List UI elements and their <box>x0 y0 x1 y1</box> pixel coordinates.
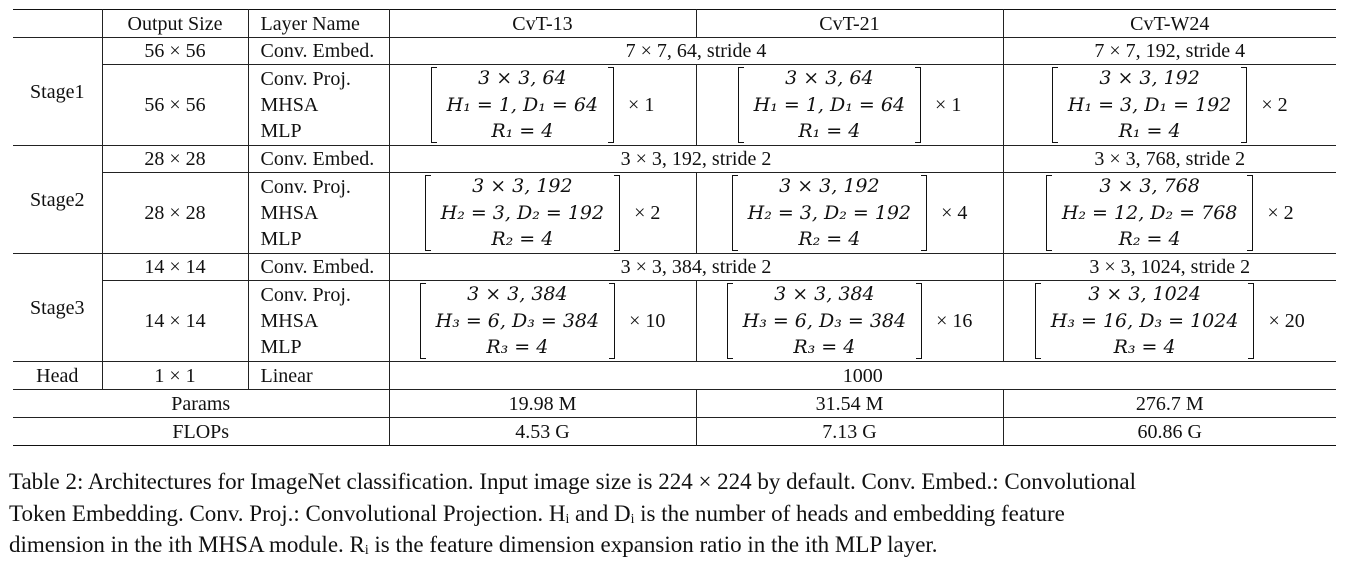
header-row: Output Size Layer Name CvT-13 CvT-21 CvT… <box>13 9 1336 38</box>
caption-line-3: dimension in the ith MHSA module. Rᵢ is … <box>9 532 938 557</box>
layer-name-mlp: MLP <box>260 228 302 250</box>
stage3-embed-layer: Conv. Embed. <box>247 253 389 281</box>
block-matrix: 3 × 3, 384 H₃ = 6, D₃ = 384 R₃ = 4 <box>726 281 923 361</box>
caption-line-1: Table 2: Architectures for ImageNet clas… <box>9 469 1137 494</box>
block-matrix: 3 × 3, 192 H₂ = 3, D₂ = 192 R₂ = 4 <box>731 173 928 253</box>
stage2-embed-w24: 3 × 3, 768, stride 2 <box>1002 145 1336 173</box>
stage1-block-size: 56 × 56 <box>101 64 248 146</box>
params-cvt21: 31.54 M <box>695 389 1003 418</box>
block-repeat: × 1 <box>935 94 962 116</box>
stage2-cvt13-block: 3 × 3, 192 H₂ = 3, D₂ = 192 R₂ = 4 × 2 <box>388 172 696 254</box>
block-matrix: 3 × 3, 64 H₁ = 1, D₁ = 64 R₁ = 4 <box>430 65 615 145</box>
block-matrix: 3 × 3, 192 H₁ = 3, D₁ = 192 R₁ = 4 <box>1051 65 1248 145</box>
stage3-label: Stage3 <box>30 296 85 319</box>
stage1-embed-size: 56 × 56 <box>101 37 248 65</box>
block-matrix: 3 × 3, 64 H₁ = 1, D₁ = 64 R₁ = 4 <box>737 65 922 145</box>
stage2-label: Stage2 <box>30 188 85 211</box>
stage2-cvtw24-block: 3 × 3, 768 H₂ = 12, D₂ = 768 R₂ = 4 × 2 <box>1002 172 1336 254</box>
stage1-embed-w24: 7 × 7, 192, stride 4 <box>1002 37 1336 65</box>
layer-name-conv-proj: Conv. Proj. <box>260 68 351 90</box>
header-cell-blank <box>13 10 102 38</box>
block-matrix: 3 × 3, 192 H₂ = 3, D₂ = 192 R₂ = 4 <box>424 173 621 253</box>
stage1-cvt21-block: 3 × 3, 64 H₁ = 1, D₁ = 64 R₁ = 4 × 1 <box>695 64 1003 146</box>
header-layer-name: Layer Name <box>247 9 389 38</box>
header-output-size: Output Size <box>101 9 248 38</box>
layer-name-conv-proj: Conv. Proj. <box>260 284 351 306</box>
caption-line-2: Token Embedding. Conv. Proj.: Convolutio… <box>9 500 1065 526</box>
header-cvt13: CvT-13 <box>388 9 696 38</box>
flops-cvt13: 4.53 G <box>388 417 696 446</box>
stage3-block-size: 14 × 14 <box>101 280 248 362</box>
stage3-embed-size: 14 × 14 <box>101 253 248 281</box>
stage2-cvt21-block: 3 × 3, 192 H₂ = 3, D₂ = 192 R₂ = 4 × 4 <box>695 172 1003 254</box>
head-row: Head 1 × 1 Linear 1000 <box>13 361 1336 390</box>
head-label: Head <box>36 364 79 387</box>
head-value: 1000 <box>388 361 1336 390</box>
architecture-table: Output Size Layer Name CvT-13 CvT-21 CvT… <box>13 9 1336 446</box>
block-repeat: × 2 <box>634 202 661 224</box>
stage3-layer-names: Conv. Proj. MHSA MLP <box>247 280 389 362</box>
params-label: Params <box>171 392 231 415</box>
params-cvtw24: 276.7 M <box>1002 389 1336 418</box>
stage2-layer-names: Conv. Proj. MHSA MLP <box>247 172 389 254</box>
layer-name-conv-proj: Conv. Proj. <box>260 176 351 198</box>
layer-name-mhsa: MHSA <box>260 202 319 224</box>
stage2-embed-shared: 3 × 3, 192, stride 2 <box>388 145 1003 173</box>
stage3-embed-shared: 3 × 3, 384, stride 2 <box>388 253 1003 281</box>
header-cvt21: CvT-21 <box>695 9 1003 38</box>
stage1-cvtw24-block: 3 × 3, 192 H₁ = 3, D₁ = 192 R₁ = 4 × 2 <box>1002 64 1336 146</box>
stage2-embed-size: 28 × 28 <box>101 145 248 173</box>
stage1-embed-layer: Conv. Embed. <box>247 37 389 65</box>
stage1-embed-row: Stage1 56 × 56 Conv. Embed. 7 × 7, 64, s… <box>13 37 1336 103</box>
stage1-label: Stage1 <box>30 80 85 103</box>
head-size: 1 × 1 <box>101 361 248 390</box>
block-repeat: × 2 <box>1267 202 1294 224</box>
stage3-embed-w24: 3 × 3, 1024, stride 2 <box>1002 253 1336 281</box>
flops-cvt21: 7.13 G <box>695 417 1003 446</box>
block-repeat: × 10 <box>629 310 666 332</box>
block-repeat: × 1 <box>628 94 655 116</box>
stage2-block-row: 28 × 28 Conv. Proj. MHSA MLP 3 × 3, 192 … <box>13 172 1336 254</box>
stage1-layer-names: Conv. Proj. MHSA MLP <box>247 64 389 146</box>
stage3-cvtw24-block: 3 × 3, 1024 H₃ = 16, D₃ = 1024 R₃ = 4 × … <box>1002 280 1336 362</box>
layer-name-mhsa: MHSA <box>260 94 319 116</box>
stage3-block-row: 14 × 14 Conv. Proj. MHSA MLP 3 × 3, 384 … <box>13 280 1336 362</box>
stage2-embed-layer: Conv. Embed. <box>247 145 389 173</box>
block-repeat: × 4 <box>941 202 968 224</box>
stage3-embed-row: Stage3 14 × 14 Conv. Embed. 3 × 3, 384, … <box>13 253 1336 319</box>
layer-name-mlp: MLP <box>260 120 302 142</box>
stage1-cvt13-block: 3 × 3, 64 H₁ = 1, D₁ = 64 R₁ = 4 × 1 <box>388 64 696 146</box>
stage3-cvt13-block: 3 × 3, 384 H₃ = 6, D₃ = 384 R₃ = 4 × 10 <box>388 280 696 362</box>
block-repeat: × 2 <box>1261 94 1288 116</box>
block-matrix: 3 × 3, 768 H₂ = 12, D₂ = 768 R₂ = 4 <box>1045 173 1254 253</box>
head-layer: Linear <box>247 361 389 390</box>
flops-row: FLOPs 4.53 G 7.13 G 60.86 G <box>13 417 1336 446</box>
stage2-block-size: 28 × 28 <box>101 172 248 254</box>
layer-name-mhsa: MHSA <box>260 310 319 332</box>
table-caption: Table 2: Architectures for ImageNet clas… <box>9 466 1327 561</box>
block-matrix: 3 × 3, 1024 H₃ = 16, D₃ = 1024 R₃ = 4 <box>1034 281 1255 361</box>
layer-name-mlp: MLP <box>260 336 302 358</box>
stage2-embed-row: Stage2 28 × 28 Conv. Embed. 3 × 3, 192, … <box>13 145 1336 211</box>
stage1-block-row: 56 × 56 Conv. Proj. MHSA MLP 3 × 3, 64 H… <box>13 64 1336 146</box>
params-row: Params 19.98 M 31.54 M 276.7 M <box>13 389 1336 418</box>
stage3-cvt21-block: 3 × 3, 384 H₃ = 6, D₃ = 384 R₃ = 4 × 16 <box>695 280 1003 362</box>
flops-cvtw24: 60.86 G <box>1002 417 1336 446</box>
params-cvt13: 19.98 M <box>388 389 696 418</box>
block-matrix: 3 × 3, 384 H₃ = 6, D₃ = 384 R₃ = 4 <box>419 281 616 361</box>
block-repeat: × 20 <box>1268 310 1305 332</box>
stage1-embed-shared: 7 × 7, 64, stride 4 <box>388 37 1003 65</box>
flops-label: FLOPs <box>172 420 230 443</box>
header-cvtw24: CvT-W24 <box>1002 9 1336 38</box>
block-repeat: × 16 <box>936 310 973 332</box>
